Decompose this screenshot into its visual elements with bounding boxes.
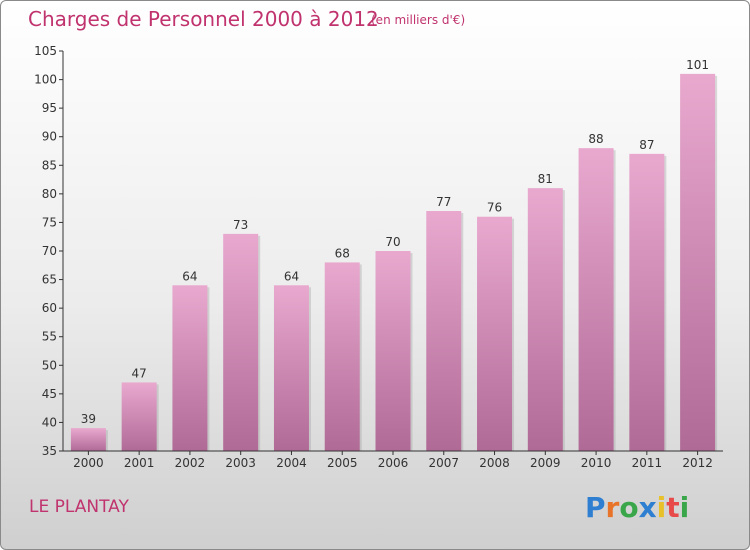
y-tick-label: 100 xyxy=(34,73,57,87)
bar xyxy=(578,148,614,451)
y-tick-label: 50 xyxy=(42,358,57,372)
city-name: LE PLANTAY xyxy=(29,497,129,517)
y-tick-label: 60 xyxy=(42,301,57,315)
bar xyxy=(527,188,563,451)
y-tick-label: 70 xyxy=(42,244,57,258)
x-tick-label: 2007 xyxy=(428,456,459,470)
y-tick-label: 35 xyxy=(42,444,57,458)
y-tick-label: 80 xyxy=(42,187,57,201)
x-tick-label: 2006 xyxy=(378,456,409,470)
bar-value-label: 87 xyxy=(639,138,654,152)
y-tick-label: 40 xyxy=(42,415,57,429)
x-tick-label: 2004 xyxy=(276,456,307,470)
x-tick-label: 2011 xyxy=(632,456,663,470)
chart-title: Charges de Personnel 2000 à 2012 xyxy=(28,7,379,31)
y-tick-label: 65 xyxy=(42,273,57,287)
x-tick-label: 2003 xyxy=(225,456,256,470)
bar xyxy=(172,285,208,451)
bars: 39 47 64 73 64 68 70 77 76 81 88 87 101 xyxy=(70,58,718,451)
bar xyxy=(273,285,309,451)
x-axis: 2000 2001 2002 2003 2004 2005 2006 2007 2008 2009… xyxy=(63,450,723,470)
bar-value-label: 68 xyxy=(335,246,350,260)
y-tick-label: 75 xyxy=(42,215,57,229)
bar xyxy=(223,233,259,451)
bar-chart: 35 40 45 50 55 60 65 70 75 80 85 90 95 100 105 39 47 64 7… xyxy=(34,44,723,470)
y-tick-label: 45 xyxy=(42,387,57,401)
bar-value-label: 81 xyxy=(538,172,553,186)
bar-value-label: 77 xyxy=(436,195,451,209)
x-tick-label: 2008 xyxy=(479,456,510,470)
bar xyxy=(629,153,665,451)
bar-value-label: 70 xyxy=(385,235,400,249)
bar-value-label: 73 xyxy=(233,218,248,232)
bar xyxy=(477,216,513,451)
bar xyxy=(324,262,360,451)
x-tick-label: 2005 xyxy=(327,456,358,470)
bar xyxy=(680,73,716,451)
bar-value-label: 39 xyxy=(81,412,96,426)
bar-value-label: 76 xyxy=(487,201,502,215)
proxiti-logo[interactable]: Proxiti xyxy=(583,489,693,525)
x-tick-label: 2000 xyxy=(73,456,104,470)
x-tick-label: 2010 xyxy=(581,456,612,470)
bar xyxy=(375,251,411,451)
x-tick-label: 2009 xyxy=(530,456,561,470)
y-tick-label: 90 xyxy=(42,130,57,144)
bar xyxy=(426,211,462,451)
chart-unit-subtitle: (en milliers d'€) xyxy=(371,13,466,27)
y-tick-label: 95 xyxy=(42,101,57,115)
bar-value-label: 47 xyxy=(132,366,147,380)
bar-value-label: 64 xyxy=(284,269,299,283)
bar xyxy=(70,428,106,451)
bar-value-label: 64 xyxy=(182,269,197,283)
x-tick-label: 2001 xyxy=(124,456,155,470)
x-tick-label: 2012 xyxy=(682,456,713,470)
y-tick-label: 105 xyxy=(34,44,57,58)
y-tick-label: 55 xyxy=(42,330,57,344)
y-tick-label: 85 xyxy=(42,158,57,172)
svg-text:Proxiti: Proxiti xyxy=(585,491,689,524)
bar-value-label: 88 xyxy=(588,132,603,146)
bar xyxy=(121,382,157,451)
y-axis: 35 40 45 50 55 60 65 70 75 80 85 90 95 100 105 xyxy=(34,44,64,458)
bar-value-label: 101 xyxy=(686,58,709,72)
x-tick-label: 2002 xyxy=(175,456,206,470)
